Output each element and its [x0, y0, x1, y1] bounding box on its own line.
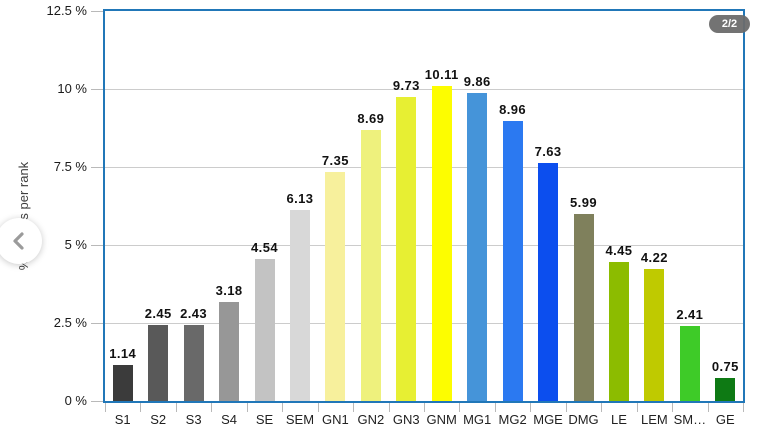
gridline-2.5 — [105, 322, 743, 324]
value-label-GNM: 10.11 — [424, 66, 459, 82]
bar-GN3[interactable] — [396, 97, 417, 401]
x-tick-label-MGE: MGE — [533, 412, 563, 427]
x-tick-mark-7 — [353, 403, 355, 412]
x-tick-label-LEM: LEM — [641, 412, 668, 427]
value-label-S3: 2.43 — [180, 306, 208, 322]
x-tick-mark-6 — [317, 403, 319, 412]
gridline-10 — [105, 88, 743, 90]
bar-MG1[interactable] — [467, 93, 488, 401]
bar-GN1[interactable] — [325, 171, 346, 401]
x-tick-label-SEM: SEM — [285, 412, 315, 427]
gridline-5 — [105, 244, 743, 246]
x-tick-mark-15 — [636, 403, 638, 412]
bar-SEM[interactable] — [289, 209, 310, 401]
bar-GN2[interactable] — [360, 129, 381, 401]
value-label-MGE: 7.63 — [534, 143, 562, 159]
bar-S1[interactable] — [112, 365, 133, 401]
x-tick-mark-18 — [743, 403, 744, 412]
y-axis-title: % players per rank — [16, 161, 31, 271]
x-tick-label-SM…: SM… — [673, 412, 707, 427]
bar-S2[interactable] — [148, 324, 169, 401]
value-label-MG2: 8.96 — [499, 102, 527, 118]
y-tick-label-7.5: 7.5 % — [53, 159, 87, 174]
x-tick-mark-13 — [565, 403, 567, 412]
x-tick-mark-2 — [175, 403, 177, 412]
x-tick-label-GN2: GN2 — [357, 412, 385, 427]
value-label-GN1: 7.35 — [321, 152, 349, 168]
x-tick-label-S1: S1 — [114, 412, 131, 427]
pagination-badge: 2/2 — [709, 15, 750, 33]
value-label-GN2: 8.69 — [357, 110, 385, 126]
previous-chart-button[interactable] — [0, 218, 42, 264]
bars-layer: 1.14 2.45 2.43 3.18 4.54 6.13 7.35 8.69 9.73 10.1… — [105, 11, 743, 401]
value-label-GE: 0.75 — [711, 358, 739, 374]
value-label-SM…: 2.41 — [676, 306, 704, 322]
x-tick-mark-17 — [707, 403, 709, 412]
y-tick-mark-5 — [91, 244, 103, 246]
value-label-S1: 1.14 — [109, 346, 137, 362]
x-tick-label-GNM: GNM — [426, 412, 457, 427]
y-tick-label-2.5: 2.5 % — [53, 315, 87, 330]
x-tick-label-S2: S2 — [150, 412, 167, 427]
gridline-7.5 — [105, 166, 743, 168]
x-tick-mark-0 — [105, 403, 106, 412]
bar-SM…[interactable] — [679, 325, 700, 401]
x-tick-mark-9 — [424, 403, 425, 412]
bar-S4[interactable] — [219, 301, 240, 401]
x-tick-label-GN3: GN3 — [392, 412, 420, 427]
value-label-GN3: 9.73 — [392, 78, 420, 94]
plot-area: 1.14 2.45 2.43 3.18 4.54 6.13 7.35 8.69 9.73 10.1… — [103, 9, 745, 403]
y-tick-mark-7.5 — [91, 166, 103, 168]
bar-DMG[interactable] — [573, 214, 594, 401]
x-tick-label-GE: GE — [715, 412, 735, 427]
x-tick-label-MG1: MG1 — [463, 412, 492, 427]
bar-LEM[interactable] — [644, 269, 665, 401]
y-tick-mark-0 — [91, 400, 103, 402]
x-tick-label-GN1: GN1 — [322, 412, 349, 427]
value-label-MG1: 9.86 — [463, 74, 491, 90]
bar-LE[interactable] — [608, 262, 629, 401]
x-tick-mark-11 — [494, 403, 496, 412]
gridlines-layer — [105, 11, 743, 401]
x-tick-label-S3: S3 — [185, 412, 202, 427]
y-tick-mark-12.5 — [91, 10, 103, 12]
value-label-DMG: 5.99 — [570, 195, 597, 211]
x-axis: S1 S2 S3 S4 SE SEM GN1 GN2 GN3 GNM MG1 MG2 MGE DMG LE L… — [103, 403, 745, 435]
x-tick-label-LE: LE — [610, 412, 627, 427]
y-tick-label-5: 5 % — [64, 237, 87, 252]
bar-GNM[interactable] — [431, 85, 452, 401]
y-tick-mark-2.5 — [91, 322, 103, 324]
bar-S3[interactable] — [183, 325, 204, 401]
x-tick-label-DMG: DMG — [568, 412, 599, 427]
value-label-LE: 4.45 — [605, 243, 633, 259]
bar-SE[interactable] — [254, 259, 275, 401]
x-tick-mark-16 — [672, 403, 674, 412]
y-tick-label-12.5: 12.5 % — [46, 3, 87, 18]
x-tick-mark-12 — [530, 403, 532, 412]
x-tick-mark-5 — [282, 403, 284, 412]
chevron-left-icon — [8, 230, 30, 252]
value-label-S4: 3.18 — [215, 282, 243, 298]
x-tick-mark-1 — [140, 403, 142, 412]
x-tick-mark-4 — [246, 403, 248, 412]
x-tick-label-S4: S4 — [221, 412, 237, 427]
x-tick-label-MG2: MG2 — [498, 412, 527, 427]
y-tick-label-10: 10 % — [57, 81, 87, 96]
x-tick-label-SE: SE — [255, 412, 274, 427]
value-label-SEM: 6.13 — [286, 190, 314, 206]
x-tick-mark-3 — [211, 403, 213, 412]
y-tick-label-0: 0 % — [64, 393, 87, 408]
value-label-S2: 2.45 — [144, 305, 172, 321]
x-tick-mark-14 — [601, 403, 603, 412]
x-tick-mark-8 — [388, 403, 390, 412]
y-axis: 0 % 2.5 % 5 % 7.5 % 10 % 12.5 % — [0, 3, 103, 408]
value-label-LEM: 4.22 — [640, 250, 668, 266]
y-tick-mark-10 — [91, 88, 103, 90]
bar-MG2[interactable] — [502, 121, 523, 401]
x-tick-mark-10 — [459, 403, 461, 412]
bar-MGE[interactable] — [538, 162, 559, 401]
value-label-SE: 4.54 — [251, 240, 278, 256]
bar-GE[interactable] — [715, 377, 736, 401]
